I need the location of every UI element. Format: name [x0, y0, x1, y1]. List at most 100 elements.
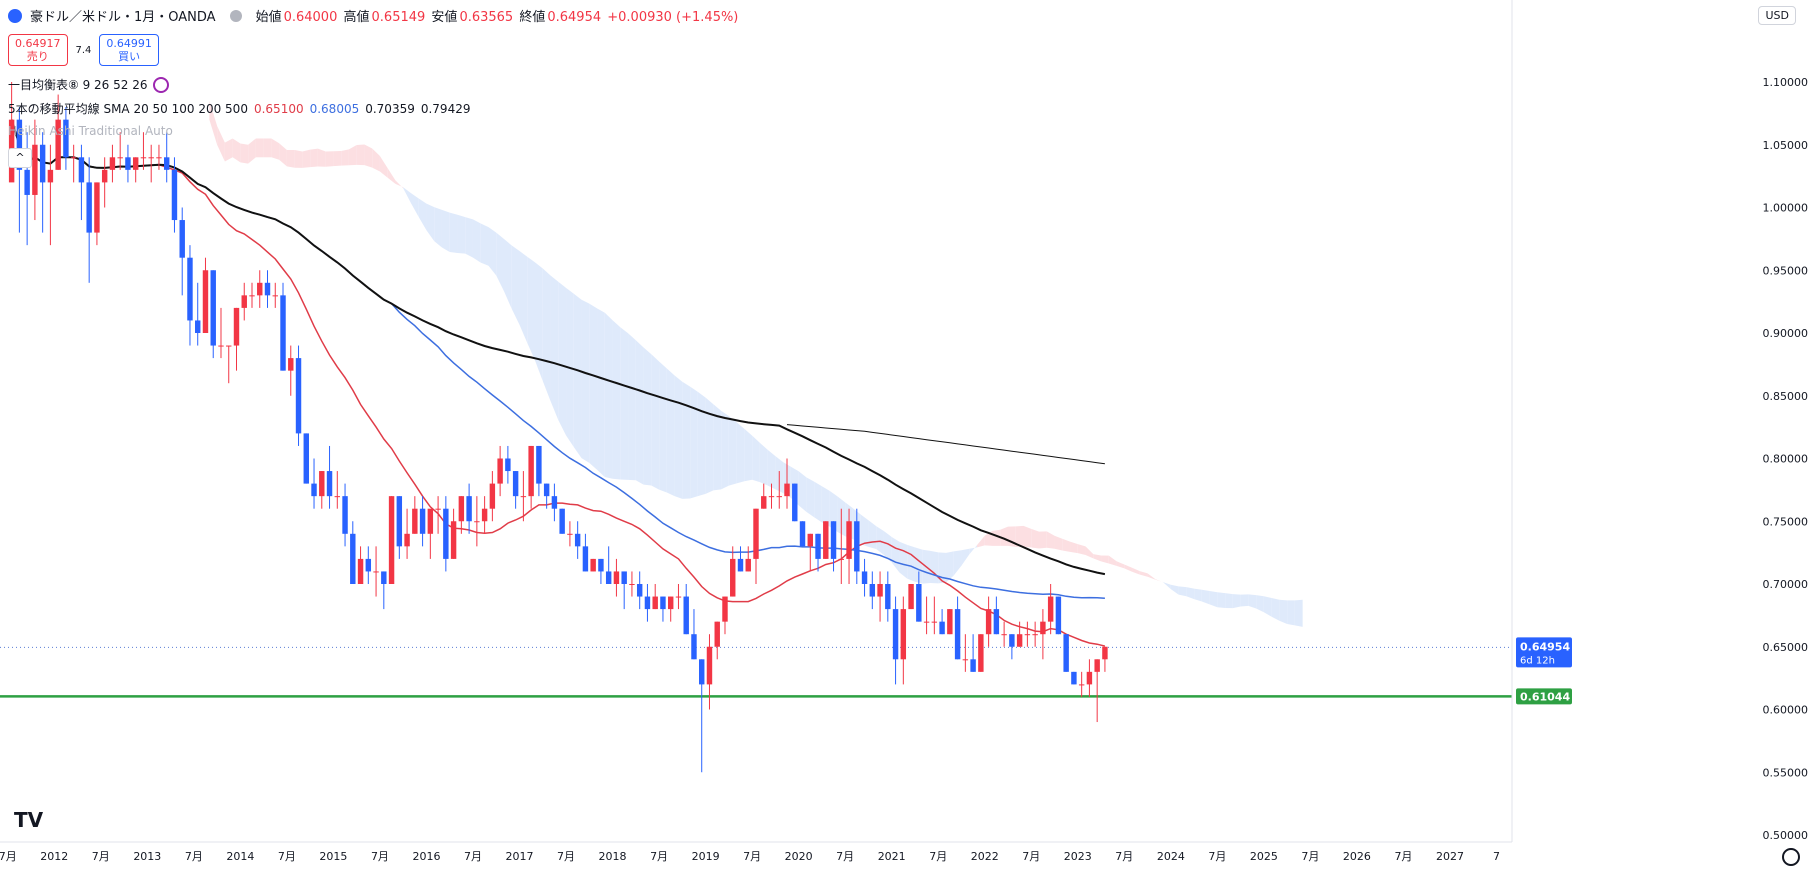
candle-body	[125, 157, 131, 170]
gear-icon[interactable]	[1782, 848, 1800, 866]
x-tick-label: 7月	[278, 850, 296, 863]
sma200-line	[786, 424, 1105, 465]
ichimoku-cloud-segment	[705, 397, 714, 494]
candle-body	[1001, 634, 1007, 636]
currency-button[interactable]: USD	[1758, 6, 1796, 25]
y-tick-label: 1.10000	[1763, 76, 1809, 89]
candle-body	[574, 533, 581, 547]
ichimoku-cloud-segment	[620, 327, 629, 480]
candle-body	[846, 521, 852, 559]
open-value: 0.64000	[283, 10, 338, 25]
x-tick-label: 2012	[40, 850, 68, 863]
buy-button[interactable]: 0.64991 買い	[99, 34, 159, 66]
candle-body	[272, 295, 278, 297]
candle-body	[458, 496, 465, 522]
candle-body	[257, 282, 263, 296]
candle-body	[598, 558, 604, 572]
candle-body	[978, 634, 984, 672]
candle-body	[365, 558, 372, 572]
ichimoku-cloud-segment	[992, 529, 1001, 546]
candle-body	[288, 358, 294, 371]
candle-body	[869, 584, 876, 597]
x-tick-label: 7月	[0, 850, 17, 863]
candle-body	[117, 157, 123, 159]
heikin-label: Heikin Ashi Traditional Auto	[8, 124, 173, 138]
ichimoku-cloud-segment	[395, 180, 404, 189]
low-value: 0.63565	[459, 10, 514, 25]
y-tick-label: 0.95000	[1763, 264, 1809, 277]
tradingview-logo: TV	[14, 808, 44, 832]
heikin-legend[interactable]: Heikin Ashi Traditional Auto	[8, 124, 173, 138]
ichimoku-cloud-segment	[418, 198, 427, 231]
x-tick-label: 2019	[692, 850, 720, 863]
candle-body	[489, 483, 496, 509]
candle-body	[132, 157, 139, 170]
collapse-legend-button[interactable]: ^	[8, 148, 32, 168]
candle-body	[202, 270, 209, 333]
ichimoku-cloud-segment	[1155, 579, 1164, 583]
x-tick-label: 2013	[133, 850, 161, 863]
ichimoku-cloud-segment	[635, 340, 644, 485]
candle-body	[24, 169, 30, 195]
ichimoku-cloud-segment	[271, 138, 280, 160]
candle-body	[249, 295, 255, 297]
candle-body	[1016, 634, 1023, 647]
candle-body	[667, 596, 674, 610]
sell-button[interactable]: 0.64917 売り	[8, 34, 68, 66]
candle-body	[156, 157, 162, 159]
x-tick-label: 7月	[1301, 850, 1319, 863]
candle-body	[768, 496, 775, 498]
candle-body	[326, 471, 333, 497]
ichimoku-cloud-segment	[1256, 595, 1264, 613]
ichimoku-cloud-segment	[294, 149, 303, 168]
x-tick-label: 7月	[1022, 850, 1040, 863]
candle-body	[1009, 634, 1015, 647]
ichimoku-cloud-segment	[1108, 555, 1117, 566]
last-price-tag	[1516, 637, 1572, 668]
ichimoku-legend[interactable]: 一目均衡表⑧ 9 26 52 26	[8, 76, 170, 93]
candle-body	[63, 119, 69, 158]
x-tick-label: 7月	[185, 850, 203, 863]
candle-body	[885, 584, 891, 610]
ichimoku-cloud-segment	[302, 149, 311, 168]
candle-body	[683, 596, 689, 635]
ichimoku-cloud-segment	[1147, 573, 1156, 580]
high-value: 0.65149	[371, 10, 426, 25]
y-tick-label: 0.55000	[1763, 766, 1809, 779]
ichimoku-cloud-segment	[798, 471, 807, 512]
ichimoku-cloud-segment	[1046, 531, 1055, 549]
ichimoku-cloud-segment	[930, 550, 939, 584]
candle-body	[1032, 634, 1038, 636]
ichimoku-cloud-segment	[674, 375, 683, 499]
sma-legend[interactable]: 5本の移動平均線 SMA 20 50 100 200 500 0.65100 0…	[8, 100, 470, 117]
ichimoku-cloud-segment	[348, 145, 357, 166]
ichimoku-cloud-segment	[1101, 555, 1109, 564]
price-axis-bg	[1512, 0, 1818, 870]
candle-body	[830, 521, 837, 559]
ichimoku-cloud-segment	[945, 551, 954, 583]
change-value: +0.00930 (+1.45%)	[607, 10, 739, 25]
market-status-icon[interactable]	[229, 9, 242, 22]
x-tick-label: 2016	[412, 850, 440, 863]
x-tick-label: 2021	[878, 850, 906, 863]
ichimoku-cloud-segment	[457, 214, 466, 254]
ichimoku-cloud-segment	[1201, 589, 1210, 605]
ichimoku-cloud-segment	[728, 416, 737, 486]
x-tick-label: 7月	[92, 850, 110, 863]
refresh-icon[interactable]	[153, 76, 170, 93]
candle-body	[660, 596, 666, 610]
ichimoku-cloud-segment	[1023, 525, 1032, 548]
ichimoku-cloud-segment	[1248, 594, 1257, 609]
ichimoku-cloud-segment	[581, 299, 590, 463]
ichimoku-cloud-segment	[519, 250, 528, 343]
y-tick-label: 1.00000	[1763, 202, 1809, 215]
candle-body	[226, 345, 232, 347]
symbol-title[interactable]: 豪ドル／米ドル・1月・OANDA	[30, 10, 216, 25]
candle-body	[396, 496, 403, 547]
ichimoku-cloud-segment	[1093, 554, 1102, 562]
y-tick-label: 0.65000	[1763, 641, 1809, 654]
ichimoku-cloud-segment	[891, 536, 900, 573]
candle-body	[916, 584, 922, 622]
candle-body	[970, 659, 976, 672]
